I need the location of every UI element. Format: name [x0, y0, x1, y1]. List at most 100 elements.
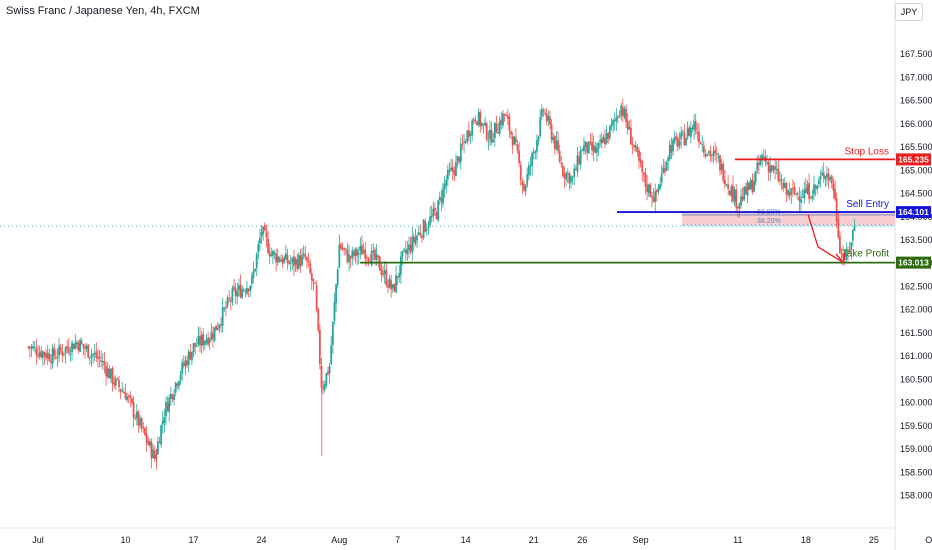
candle-body: [720, 163, 723, 170]
candle-body: [280, 260, 282, 263]
candle-body: [804, 188, 807, 194]
take-profit-price-text: 163.013: [898, 258, 929, 268]
candle-body: [581, 150, 584, 152]
x-tick-label: 11: [733, 535, 742, 545]
candle-body: [586, 142, 589, 153]
candle-body: [408, 244, 410, 251]
candle-body: [477, 111, 480, 126]
candle-body: [529, 164, 532, 166]
candle-body: [252, 271, 255, 278]
candle-body: [472, 119, 475, 122]
candle-body: [283, 257, 286, 263]
candle-body: [714, 149, 717, 153]
candle-body: [701, 143, 704, 145]
candle-body: [510, 131, 512, 135]
candle-body: [813, 184, 815, 195]
candle-body: [843, 259, 846, 261]
candle-body: [32, 346, 35, 349]
candle-body: [675, 136, 678, 139]
candle-body: [539, 117, 542, 136]
candle-body: [375, 253, 378, 260]
candle-body: [636, 146, 639, 153]
candle-body: [48, 353, 51, 361]
candle-body: [553, 135, 556, 149]
candle-body: [704, 153, 707, 157]
candle-body: [30, 346, 33, 349]
candle-body: [382, 273, 384, 275]
candle-body: [265, 231, 268, 238]
candle-body: [176, 383, 179, 386]
candle-body: [793, 187, 796, 194]
candle-body: [263, 224, 266, 231]
candle-body: [234, 288, 237, 296]
candle-body: [318, 329, 321, 365]
candle-body: [749, 180, 752, 189]
candle-body: [628, 126, 631, 130]
candle-body: [218, 324, 221, 329]
candle-body: [685, 138, 687, 146]
candle-body: [67, 347, 70, 353]
take-profit-label: Take Profit: [842, 249, 889, 260]
candle-body: [531, 152, 533, 166]
candle-body: [822, 172, 825, 178]
candle-body: [647, 184, 650, 193]
candle-body: [262, 226, 265, 235]
candle-body: [192, 343, 195, 353]
candle-body: [432, 208, 435, 217]
candle-body: [620, 105, 623, 117]
candle-body: [506, 115, 509, 119]
projection-arrowhead: [835, 252, 846, 264]
candle-body: [740, 195, 742, 205]
sell-entry-label: Sell Entry: [846, 199, 889, 210]
candle-body: [186, 360, 188, 366]
candle-body: [806, 184, 809, 194]
y-tick-label: 161.500: [900, 328, 932, 338]
candle-body: [795, 193, 798, 195]
candle-body: [490, 129, 493, 143]
candle-body: [160, 425, 163, 445]
candle-body: [297, 254, 300, 269]
candle-body: [132, 401, 135, 418]
candle-body: [748, 182, 751, 190]
candle-body: [437, 200, 440, 221]
candle-body: [605, 133, 608, 144]
candle-body: [587, 141, 590, 154]
resistance-zone: [682, 213, 895, 226]
candle-body: [746, 182, 749, 196]
candle-body: [64, 347, 67, 354]
candle-body: [361, 245, 363, 255]
candle-body: [276, 256, 279, 263]
candle-body: [270, 254, 273, 257]
candle-body: [735, 189, 738, 208]
candle-body: [519, 164, 522, 181]
candle-body: [46, 352, 49, 359]
candle-body: [728, 190, 731, 195]
candle-body: [233, 286, 235, 290]
candle-body: [411, 236, 414, 253]
candle-body: [27, 346, 30, 348]
candle-body: [451, 167, 454, 172]
candle-body: [79, 339, 82, 352]
candle-body: [356, 250, 359, 256]
candle-body: [284, 253, 287, 260]
candle-body: [338, 244, 341, 268]
candle-body: [174, 382, 177, 393]
candle-body: [453, 169, 456, 175]
candle-body: [314, 283, 316, 285]
candle-body: [213, 327, 216, 341]
candle-body: [850, 242, 853, 251]
candle-body: [561, 165, 564, 176]
candle-body: [505, 115, 508, 117]
candle-body: [286, 254, 289, 263]
candle-body: [798, 196, 801, 202]
candle-body: [542, 110, 545, 112]
candle-body: [341, 247, 344, 250]
candle-body: [364, 249, 367, 259]
candle-body: [322, 387, 325, 389]
y-tick-label: 160.500: [900, 374, 932, 384]
candle-body: [440, 198, 443, 202]
candle-body: [187, 351, 190, 365]
candle-body: [100, 360, 103, 362]
candle-body: [565, 172, 568, 180]
